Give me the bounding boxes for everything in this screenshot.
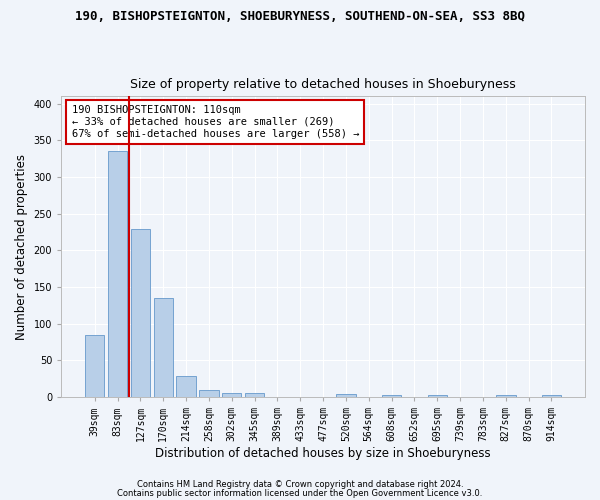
Bar <box>542 395 561 397</box>
Bar <box>154 298 173 397</box>
Bar <box>336 394 356 397</box>
Bar <box>131 229 150 397</box>
Bar <box>382 395 401 397</box>
Bar <box>176 376 196 397</box>
Bar <box>199 390 218 397</box>
Text: 190 BISHOPSTEIGNTON: 110sqm
← 33% of detached houses are smaller (269)
67% of se: 190 BISHOPSTEIGNTON: 110sqm ← 33% of det… <box>71 106 359 138</box>
Text: 190, BISHOPSTEIGNTON, SHOEBURYNESS, SOUTHEND-ON-SEA, SS3 8BQ: 190, BISHOPSTEIGNTON, SHOEBURYNESS, SOUT… <box>75 10 525 23</box>
Bar <box>108 152 127 397</box>
Title: Size of property relative to detached houses in Shoeburyness: Size of property relative to detached ho… <box>130 78 516 91</box>
Text: Contains public sector information licensed under the Open Government Licence v3: Contains public sector information licen… <box>118 489 482 498</box>
X-axis label: Distribution of detached houses by size in Shoeburyness: Distribution of detached houses by size … <box>155 447 491 460</box>
Text: Contains HM Land Registry data © Crown copyright and database right 2024.: Contains HM Land Registry data © Crown c… <box>137 480 463 489</box>
Bar <box>428 395 447 397</box>
Bar <box>245 394 264 397</box>
Bar <box>222 394 241 397</box>
Bar <box>85 335 104 397</box>
Bar <box>496 395 515 397</box>
Y-axis label: Number of detached properties: Number of detached properties <box>15 154 28 340</box>
